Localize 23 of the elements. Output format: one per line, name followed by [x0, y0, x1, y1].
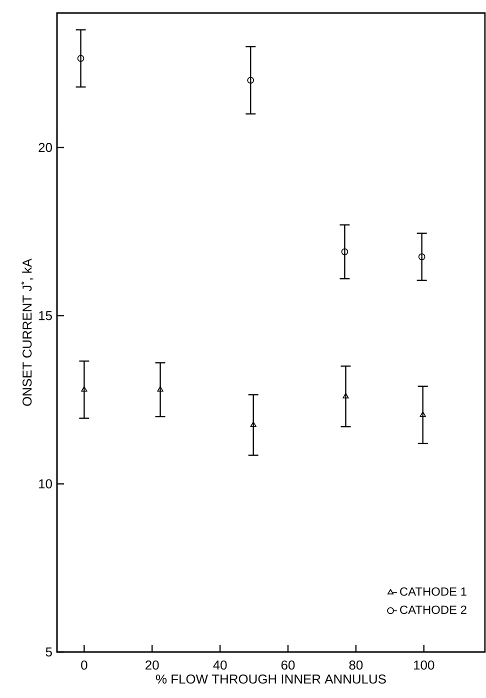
- point: [77, 54, 84, 62]
- y-tick-label: 5: [46, 647, 52, 657]
- x-tick-label: 60: [282, 660, 295, 670]
- point: [250, 422, 256, 427]
- x-tick-label: 80: [349, 660, 363, 670]
- y-axis-title: ONSET CURRENT J$^{*}$, kA: [21, 258, 34, 406]
- x-tick-label: 40: [213, 660, 227, 670]
- y-tick-label: 20: [38, 142, 52, 152]
- point: [157, 386, 164, 392]
- point: [81, 386, 88, 392]
- point: [342, 392, 349, 398]
- point: [418, 253, 426, 260]
- x-axis-title: % FLOW THROUGH INNER ANNULUS: [156, 674, 386, 684]
- point: [341, 248, 348, 256]
- point: [420, 411, 426, 417]
- x-tick-label: 20: [146, 660, 159, 670]
- legend-label: CATHODE 2: [400, 606, 466, 614]
- point: [247, 76, 254, 84]
- y-tick-label: 10: [39, 479, 52, 488]
- x-tick-label: 0: [81, 660, 88, 670]
- legend-label: CATHODE 1: [400, 587, 467, 596]
- x-tick-label: 100: [414, 660, 434, 670]
- y-tick-label: 15: [39, 311, 52, 320]
